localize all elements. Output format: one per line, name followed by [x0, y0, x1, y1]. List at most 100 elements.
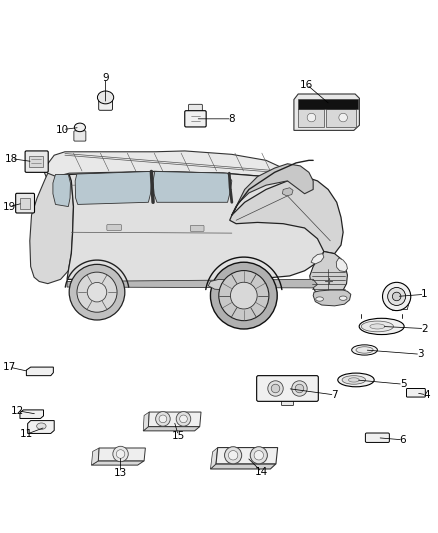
Ellipse shape [342, 376, 366, 384]
Polygon shape [294, 94, 360, 131]
Polygon shape [153, 172, 232, 203]
Circle shape [113, 446, 128, 462]
Polygon shape [336, 258, 347, 272]
FancyBboxPatch shape [365, 433, 389, 442]
Ellipse shape [316, 297, 323, 301]
Ellipse shape [339, 296, 347, 300]
Circle shape [116, 450, 125, 458]
Polygon shape [44, 151, 296, 183]
FancyBboxPatch shape [74, 131, 86, 141]
FancyBboxPatch shape [20, 198, 30, 209]
Circle shape [250, 447, 267, 464]
Circle shape [225, 447, 242, 464]
FancyBboxPatch shape [257, 376, 318, 401]
Circle shape [268, 381, 283, 396]
Ellipse shape [352, 345, 378, 355]
Ellipse shape [97, 91, 114, 104]
FancyBboxPatch shape [25, 151, 48, 172]
Text: 14: 14 [255, 467, 268, 477]
FancyBboxPatch shape [298, 99, 358, 109]
Polygon shape [208, 279, 236, 290]
Circle shape [230, 282, 257, 309]
Polygon shape [67, 279, 318, 288]
FancyBboxPatch shape [29, 156, 43, 167]
Text: 4: 4 [423, 390, 430, 400]
Circle shape [219, 271, 269, 321]
Text: 7: 7 [331, 390, 338, 400]
Polygon shape [313, 290, 351, 306]
Circle shape [382, 282, 411, 311]
Circle shape [388, 287, 406, 305]
Text: 3: 3 [417, 349, 424, 359]
FancyBboxPatch shape [325, 109, 356, 126]
Polygon shape [143, 412, 149, 431]
Text: 9: 9 [102, 73, 109, 83]
Text: 15: 15 [172, 431, 185, 441]
Polygon shape [75, 172, 152, 205]
Polygon shape [28, 421, 54, 433]
Polygon shape [20, 410, 43, 418]
Ellipse shape [370, 324, 385, 329]
Circle shape [254, 450, 264, 460]
Text: 10: 10 [56, 125, 69, 134]
Circle shape [271, 384, 280, 393]
Circle shape [180, 415, 187, 423]
Polygon shape [92, 461, 144, 465]
Text: 18: 18 [5, 154, 18, 164]
Text: 11: 11 [20, 429, 33, 439]
FancyBboxPatch shape [107, 224, 121, 231]
Polygon shape [98, 448, 145, 461]
Circle shape [392, 292, 401, 301]
Polygon shape [30, 173, 74, 284]
Text: 13: 13 [114, 468, 127, 478]
Ellipse shape [37, 423, 46, 430]
Polygon shape [210, 448, 218, 469]
Ellipse shape [359, 318, 404, 335]
Circle shape [210, 262, 277, 329]
FancyBboxPatch shape [189, 104, 202, 113]
Polygon shape [92, 448, 99, 465]
Text: 8: 8 [229, 114, 235, 124]
FancyBboxPatch shape [16, 193, 35, 213]
Text: 1: 1 [421, 289, 428, 300]
Text: 12: 12 [11, 406, 25, 416]
FancyBboxPatch shape [191, 225, 204, 231]
Text: 19: 19 [3, 201, 16, 212]
Circle shape [155, 411, 170, 426]
Text: 5: 5 [400, 379, 406, 389]
Polygon shape [311, 254, 324, 264]
Circle shape [159, 415, 167, 423]
Polygon shape [310, 252, 347, 296]
FancyBboxPatch shape [185, 111, 206, 127]
Polygon shape [230, 176, 343, 254]
Polygon shape [283, 188, 293, 196]
Text: 2: 2 [421, 324, 428, 334]
Polygon shape [210, 464, 276, 469]
Ellipse shape [74, 123, 85, 132]
Polygon shape [67, 172, 326, 284]
Polygon shape [53, 174, 71, 207]
Circle shape [229, 450, 238, 460]
Polygon shape [26, 367, 53, 376]
Circle shape [307, 113, 316, 122]
Circle shape [292, 381, 307, 396]
Circle shape [176, 411, 191, 426]
Polygon shape [216, 448, 278, 464]
Ellipse shape [361, 321, 393, 332]
Polygon shape [143, 426, 200, 431]
Text: 17: 17 [3, 362, 16, 372]
Circle shape [87, 282, 107, 302]
FancyBboxPatch shape [99, 97, 113, 110]
FancyBboxPatch shape [282, 399, 293, 406]
Ellipse shape [349, 378, 359, 382]
Circle shape [295, 384, 304, 393]
Text: 6: 6 [400, 435, 406, 445]
Ellipse shape [356, 347, 373, 353]
Polygon shape [148, 412, 201, 426]
FancyBboxPatch shape [406, 389, 425, 397]
Circle shape [69, 264, 125, 320]
Text: 16: 16 [300, 79, 313, 90]
Circle shape [339, 113, 347, 122]
FancyBboxPatch shape [298, 109, 324, 126]
Polygon shape [232, 164, 313, 215]
